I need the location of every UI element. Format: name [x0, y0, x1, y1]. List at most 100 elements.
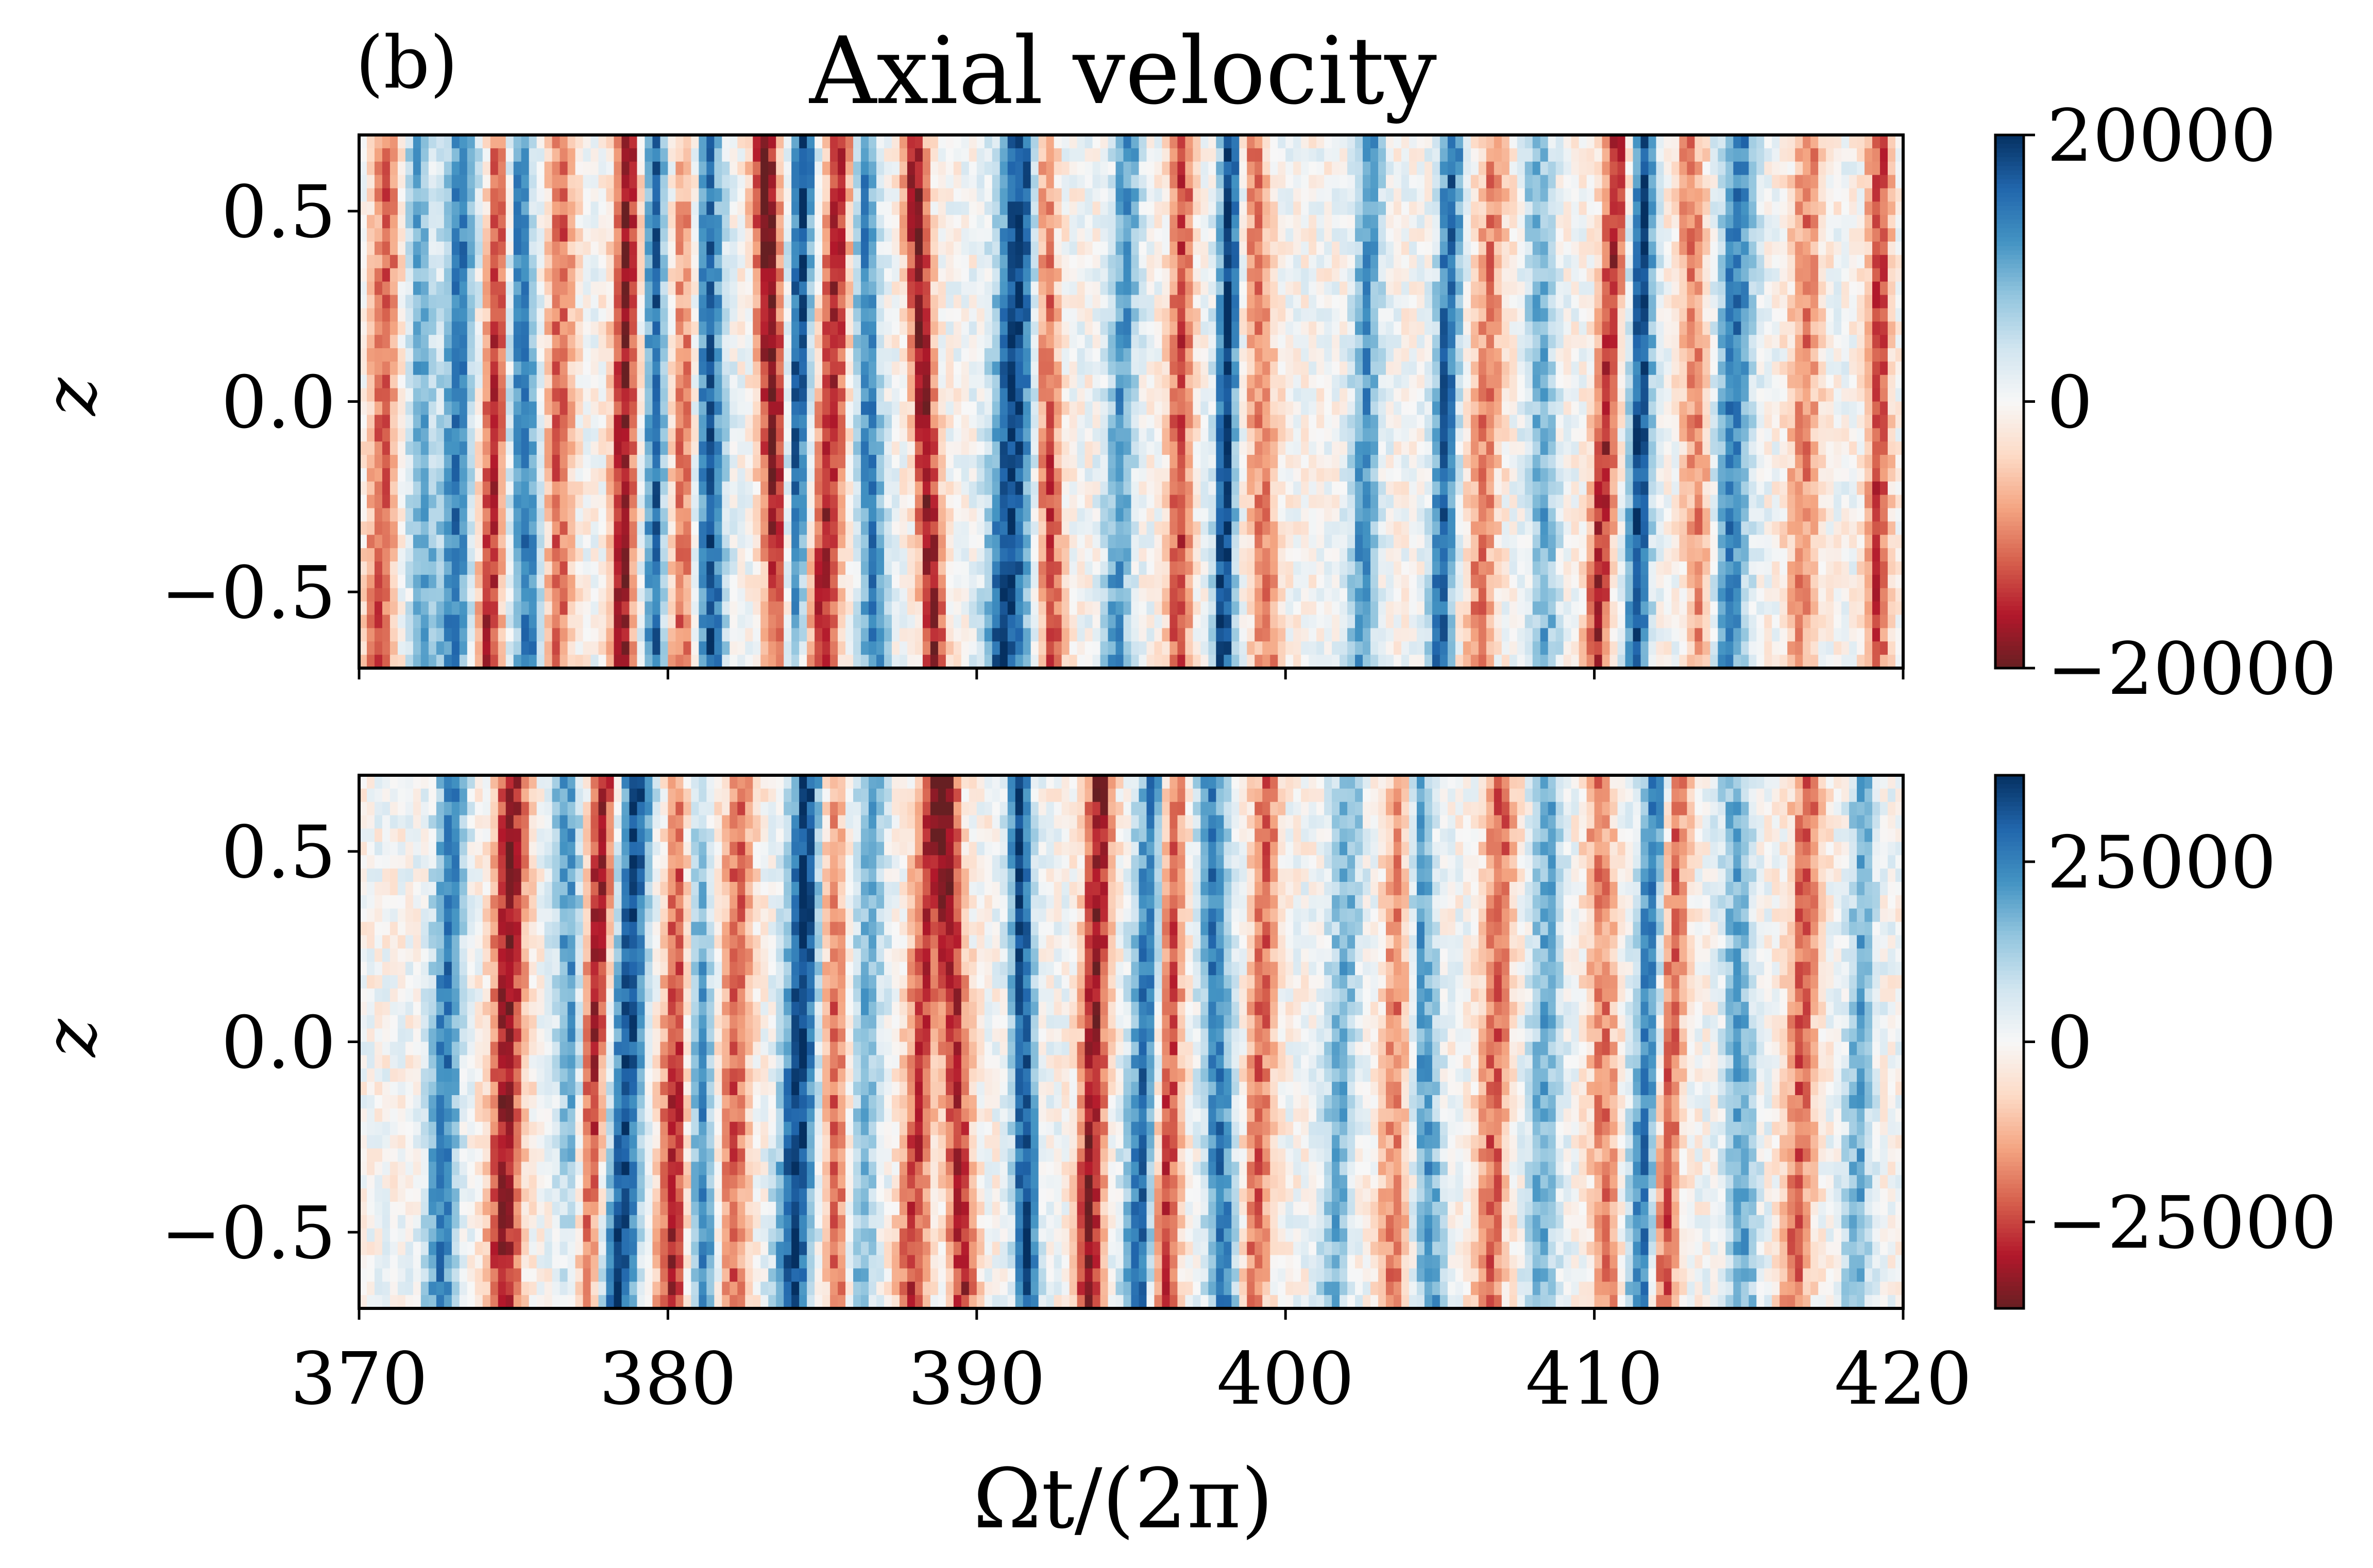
heatmap-cell	[1617, 201, 1626, 215]
heatmap-cell	[1756, 215, 1765, 229]
heatmap-cell	[1779, 388, 1788, 402]
heatmap-cell	[529, 441, 537, 455]
heatmap-cell	[1524, 308, 1533, 322]
heatmap-cell	[1741, 215, 1749, 229]
heatmap-cell	[1687, 281, 1695, 296]
heatmap-cell	[1555, 254, 1564, 269]
heatmap-cell	[1648, 215, 1657, 229]
heatmap-cell	[1702, 374, 1710, 389]
heatmap-cell	[1386, 215, 1394, 229]
heatmap-cell	[529, 335, 537, 349]
heatmap-cell	[482, 201, 491, 215]
heatmap-cell	[945, 242, 954, 255]
heatmap-cell	[1594, 228, 1603, 242]
heatmap-cell	[922, 401, 931, 415]
heatmap-cell	[1671, 228, 1680, 242]
heatmap-cell	[922, 428, 931, 442]
heatmap-cell	[899, 415, 908, 429]
heatmap-cell	[999, 374, 1008, 389]
heatmap-cell	[374, 161, 383, 176]
heatmap-cell	[490, 388, 499, 402]
heatmap-cell	[1363, 335, 1371, 349]
heatmap-cell	[1355, 161, 1363, 176]
heatmap-cell	[1200, 148, 1209, 162]
heatmap-cell	[389, 455, 398, 469]
heatmap-cell	[513, 281, 522, 296]
heatmap-cell	[1872, 188, 1880, 202]
heatmap-cell	[1857, 321, 1865, 335]
heatmap-cell	[745, 428, 753, 442]
heatmap-cell	[907, 455, 916, 469]
heatmap-cell	[675, 215, 684, 229]
heatmap-cell	[1470, 415, 1479, 429]
heatmap-cell	[1741, 254, 1749, 269]
heatmap-cell	[1416, 455, 1425, 469]
heatmap-cell	[776, 175, 784, 189]
heatmap-cell	[1208, 268, 1216, 282]
heatmap-cell	[1625, 321, 1634, 335]
heatmap-cell	[1084, 401, 1093, 415]
heatmap-cell	[1470, 455, 1479, 469]
heatmap-cell	[590, 374, 599, 389]
heatmap-cell	[1162, 215, 1171, 229]
heatmap-cell	[1540, 348, 1549, 362]
heatmap-cell	[807, 374, 815, 389]
heatmap-cell	[451, 321, 460, 335]
heatmap-cell	[1386, 281, 1394, 296]
heatmap-cell	[1270, 428, 1278, 442]
heatmap-cell	[1146, 254, 1155, 269]
heatmap-cell	[459, 201, 468, 215]
heatmap-cell	[560, 335, 568, 349]
heatmap-cell	[637, 215, 646, 229]
heatmap-cell	[1139, 388, 1147, 402]
heatmap-cell	[876, 228, 885, 242]
heatmap-cell	[1278, 295, 1286, 309]
heatmap-cell	[1030, 281, 1039, 296]
heatmap-cell	[1139, 348, 1147, 362]
heatmap-cell	[660, 388, 668, 402]
heatmap-cell	[675, 201, 684, 215]
heatmap-cell	[784, 308, 792, 322]
heatmap-cell	[575, 188, 584, 202]
heatmap-cell	[1262, 415, 1270, 429]
heatmap-cell	[1470, 308, 1479, 322]
heatmap-cell	[1563, 281, 1572, 296]
heatmap-cell	[1679, 295, 1688, 309]
heatmap-cell	[413, 455, 421, 469]
heatmap-cell	[1332, 348, 1340, 362]
heatmap-cell	[1363, 295, 1371, 309]
heatmap-cell	[1718, 201, 1726, 215]
heatmap-cell	[683, 148, 691, 162]
heatmap-cell	[745, 201, 753, 215]
heatmap-cell	[1285, 175, 1294, 189]
heatmap-cell	[822, 135, 830, 149]
heatmap-cell	[1077, 335, 1086, 349]
heatmap-cell	[1285, 201, 1294, 215]
heatmap-cell	[1787, 295, 1795, 309]
heatmap-cell	[575, 281, 584, 296]
heatmap-cell	[1177, 228, 1185, 242]
heatmap-cell	[374, 242, 383, 255]
heatmap-cell	[1224, 242, 1232, 255]
heatmap-cell	[1872, 201, 1880, 215]
heatmap-cell	[1679, 441, 1688, 455]
heatmap-cell	[1478, 148, 1487, 162]
heatmap-cell	[1470, 388, 1479, 402]
heatmap-cell	[366, 135, 375, 149]
heatmap-cell	[1030, 428, 1039, 442]
heatmap-cell	[366, 441, 375, 455]
heatmap-cell	[444, 268, 452, 282]
heatmap-cell	[529, 135, 537, 149]
heatmap-cell	[1162, 374, 1171, 389]
heatmap-cell	[1718, 455, 1726, 469]
heatmap-cell	[1671, 148, 1680, 162]
heatmap-cell	[1633, 361, 1641, 376]
heatmap-cell	[1779, 321, 1788, 335]
heatmap-cell	[1077, 361, 1086, 376]
heatmap-cell	[1733, 188, 1741, 202]
heatmap-cell	[1077, 215, 1086, 229]
heatmap-cell	[1895, 228, 1904, 242]
heatmap-cell	[691, 388, 699, 402]
heatmap-cell	[1617, 242, 1626, 255]
heatmap-cell	[1470, 335, 1479, 349]
